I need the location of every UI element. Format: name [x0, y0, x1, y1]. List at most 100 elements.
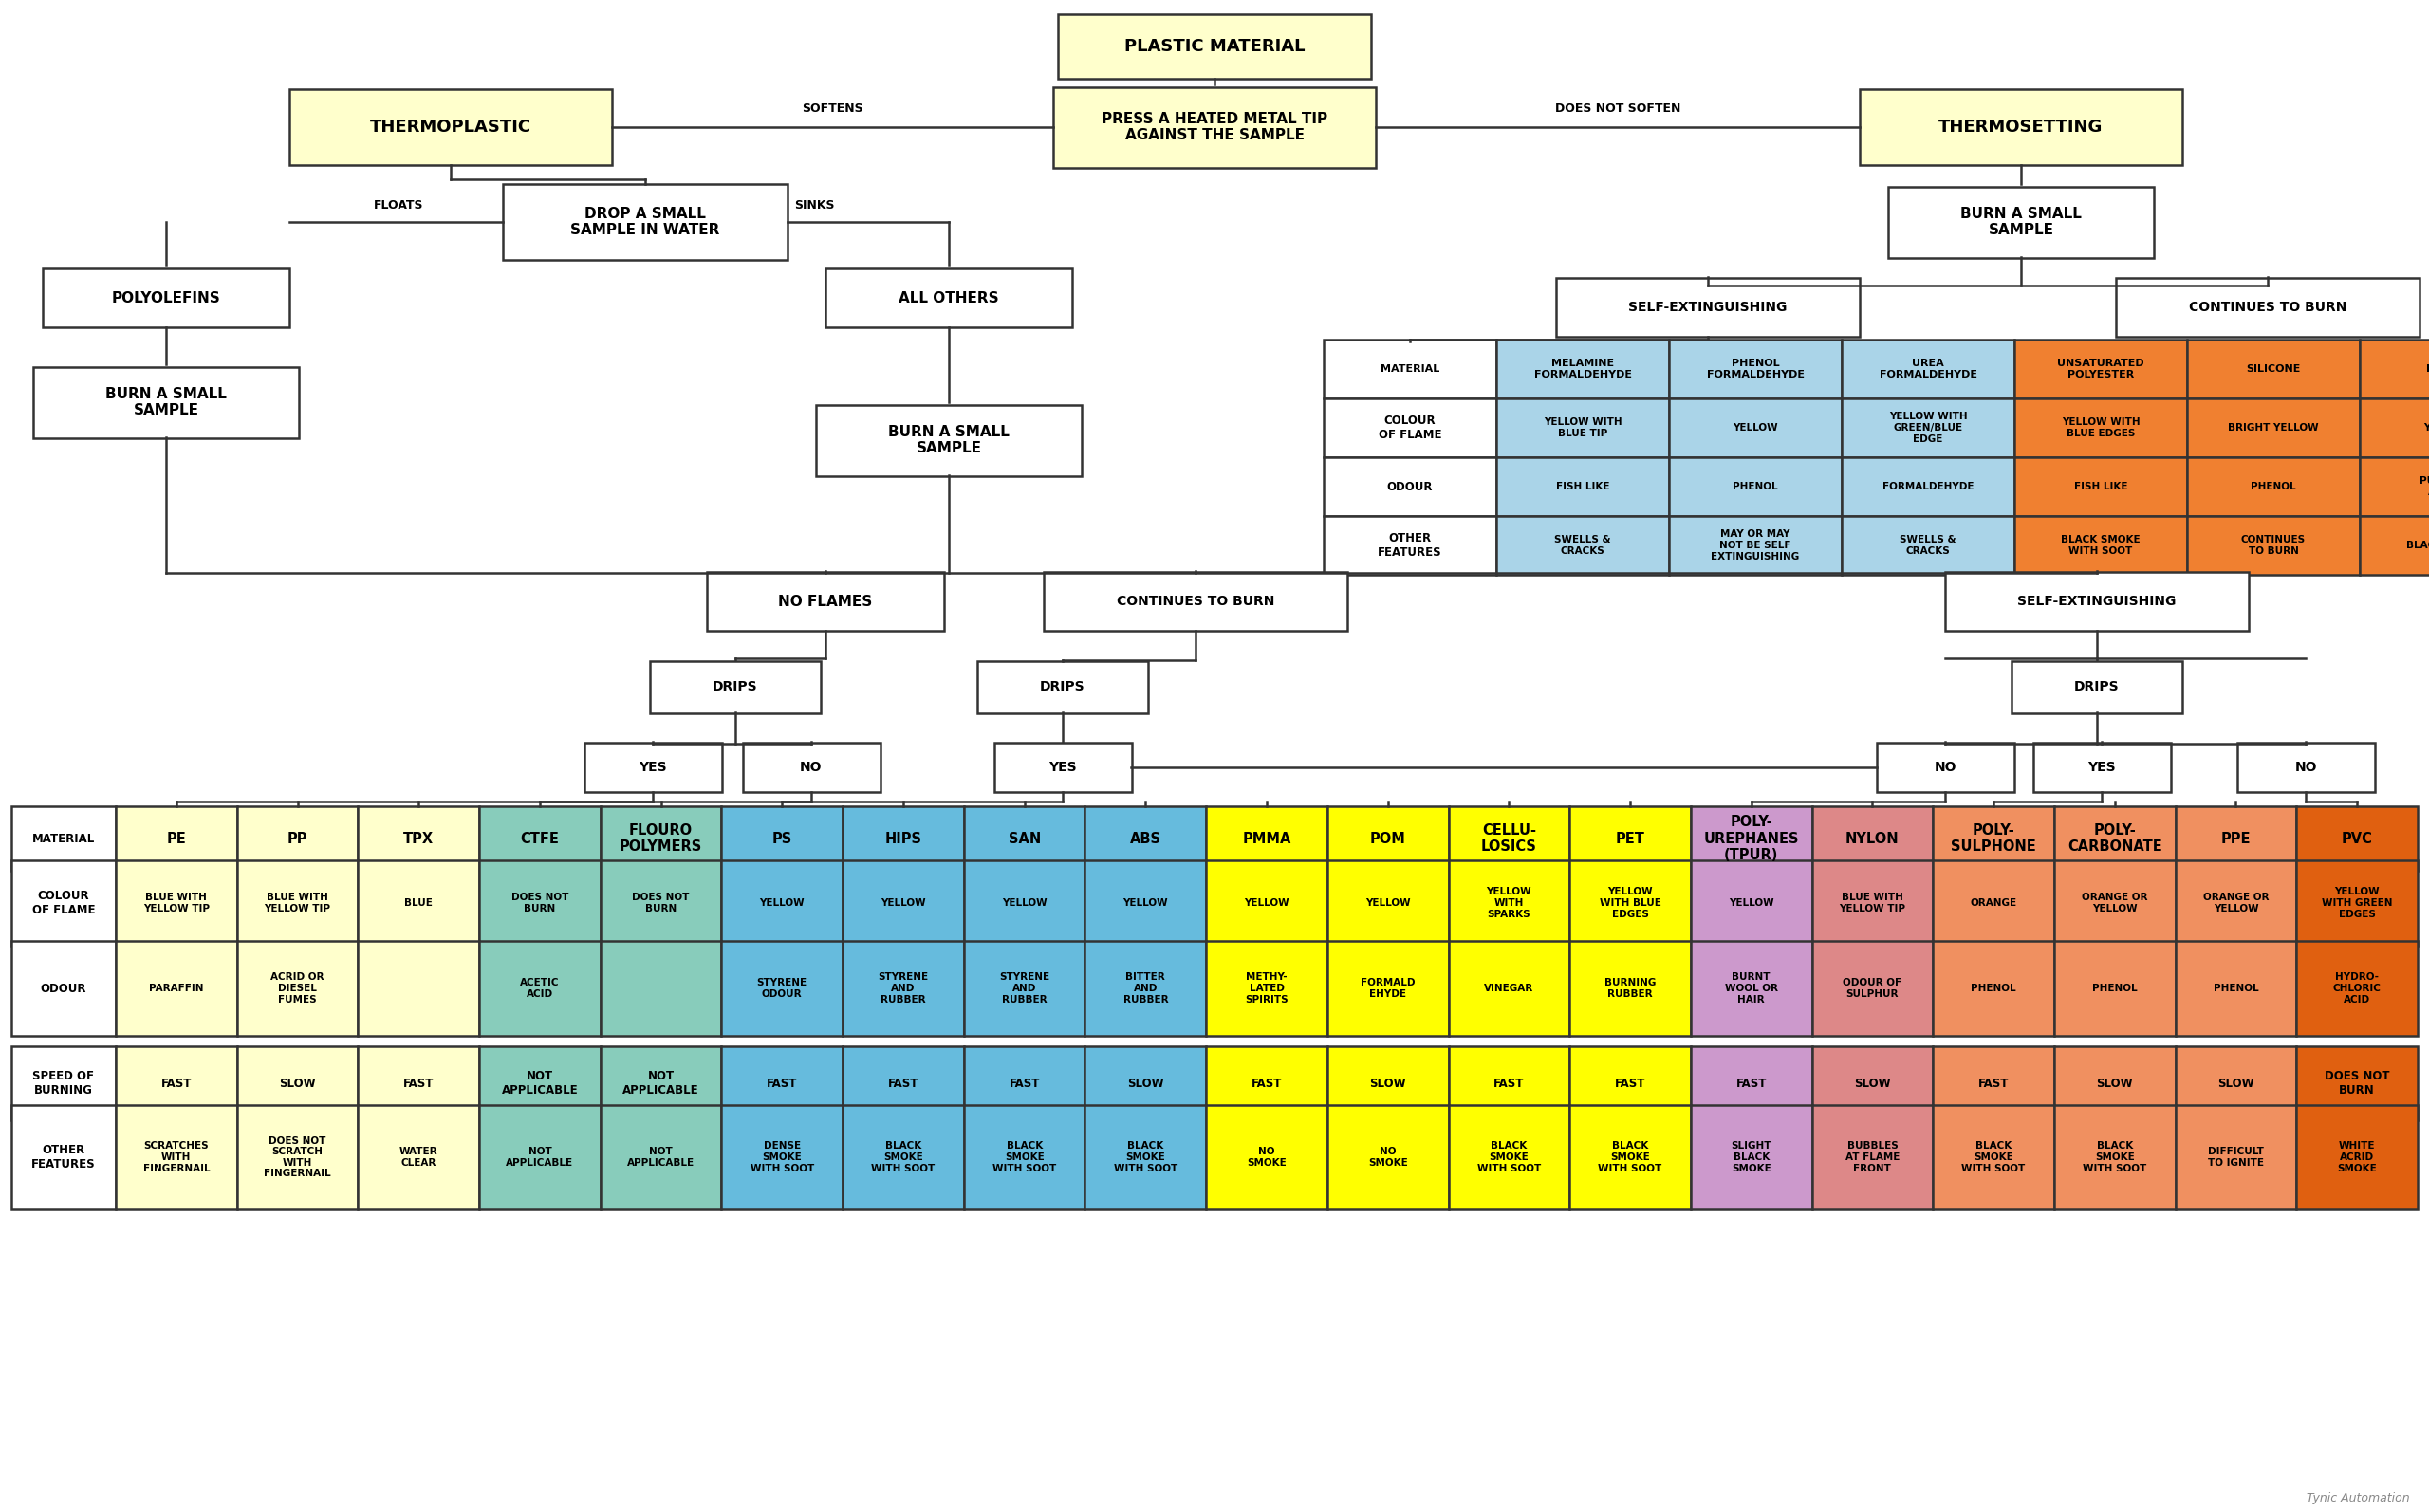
- FancyBboxPatch shape: [2237, 742, 2376, 792]
- Text: POLYOLEFINS: POLYOLEFINS: [112, 290, 221, 305]
- FancyBboxPatch shape: [2011, 661, 2181, 712]
- Text: PS: PS: [772, 832, 792, 845]
- Text: STYRENE
ODOUR: STYRENE ODOUR: [758, 978, 806, 998]
- FancyBboxPatch shape: [2014, 340, 2186, 398]
- Text: YELLOW: YELLOW: [1365, 898, 1411, 907]
- FancyBboxPatch shape: [1933, 860, 2055, 945]
- FancyBboxPatch shape: [1812, 1105, 1933, 1210]
- FancyBboxPatch shape: [2295, 860, 2417, 945]
- FancyBboxPatch shape: [1326, 1046, 1448, 1120]
- FancyBboxPatch shape: [721, 940, 843, 1036]
- FancyBboxPatch shape: [1059, 14, 1370, 79]
- Text: DRIPS: DRIPS: [2074, 680, 2121, 694]
- Text: NO
SMOKE: NO SMOKE: [1246, 1148, 1287, 1167]
- Text: YELLOW: YELLOW: [882, 898, 925, 907]
- FancyBboxPatch shape: [707, 572, 945, 631]
- Text: YELLOW
WITH BLUE
EDGES: YELLOW WITH BLUE EDGES: [1598, 888, 1661, 919]
- Text: FAST: FAST: [889, 1077, 918, 1090]
- FancyBboxPatch shape: [1669, 340, 1841, 398]
- Text: YELLOW: YELLOW: [2424, 423, 2429, 432]
- Text: STYRENE
AND
RUBBER: STYRENE AND RUBBER: [877, 972, 928, 1004]
- Text: PHENOL: PHENOL: [1970, 984, 2016, 993]
- Text: NOT
APPLICABLE: NOT APPLICABLE: [505, 1148, 573, 1167]
- FancyBboxPatch shape: [964, 860, 1086, 945]
- FancyBboxPatch shape: [1812, 860, 1933, 945]
- Text: YELLOW
WITH
SPARKS: YELLOW WITH SPARKS: [1487, 888, 1533, 919]
- Text: HIPS: HIPS: [884, 832, 921, 845]
- Text: BLACK
SMOKE
WITH SOOT: BLACK SMOKE WITH SOOT: [1112, 1142, 1178, 1173]
- FancyBboxPatch shape: [843, 1105, 964, 1210]
- FancyBboxPatch shape: [600, 1046, 721, 1120]
- Text: SLOW: SLOW: [1370, 1077, 1406, 1090]
- Text: POLY-
SULPHONE: POLY- SULPHONE: [1950, 823, 2036, 854]
- Text: BURN A SMALL
SAMPLE: BURN A SMALL SAMPLE: [1960, 207, 2082, 237]
- FancyBboxPatch shape: [34, 366, 299, 438]
- FancyBboxPatch shape: [816, 405, 1081, 476]
- FancyBboxPatch shape: [2295, 1046, 2417, 1120]
- FancyBboxPatch shape: [1448, 1105, 1569, 1210]
- Text: MAY OR MAY
NOT BE SELF
EXTINGUISHING: MAY OR MAY NOT BE SELF EXTINGUISHING: [1710, 529, 1800, 561]
- Text: OTHER
FEATURES: OTHER FEATURES: [1377, 532, 1443, 559]
- Text: BLACK
SMOKE
WITH SOOT: BLACK SMOKE WITH SOOT: [2082, 1142, 2147, 1173]
- Text: ODOUR OF
SULPHUR: ODOUR OF SULPHUR: [1844, 978, 1902, 998]
- Text: SLOW: SLOW: [1127, 1077, 1163, 1090]
- FancyBboxPatch shape: [1669, 457, 1841, 516]
- Text: CONTINUES TO BURN: CONTINUES TO BURN: [2189, 301, 2346, 314]
- FancyBboxPatch shape: [2186, 398, 2359, 457]
- FancyBboxPatch shape: [1933, 940, 2055, 1036]
- FancyBboxPatch shape: [1326, 860, 1448, 945]
- Text: SINKS: SINKS: [794, 198, 833, 212]
- FancyBboxPatch shape: [357, 1046, 479, 1120]
- FancyBboxPatch shape: [1448, 860, 1569, 945]
- Text: DENSE
SMOKE
WITH SOOT: DENSE SMOKE WITH SOOT: [751, 1142, 814, 1173]
- FancyBboxPatch shape: [1691, 1105, 1812, 1210]
- FancyBboxPatch shape: [2176, 1046, 2295, 1120]
- Text: FAST: FAST: [1494, 1077, 1525, 1090]
- Text: BLACK
SMOKE
WITH SOOT: BLACK SMOKE WITH SOOT: [1963, 1142, 2026, 1173]
- Text: SLOW: SLOW: [2218, 1077, 2254, 1090]
- Text: HYDRO-
CHLORIC
ACID: HYDRO- CHLORIC ACID: [2332, 972, 2380, 1004]
- FancyBboxPatch shape: [843, 940, 964, 1036]
- Text: YELLOW: YELLOW: [1122, 898, 1168, 907]
- Text: PHENOL: PHENOL: [2252, 482, 2295, 491]
- FancyBboxPatch shape: [1496, 340, 1669, 398]
- Text: DOES NOT
BURN: DOES NOT BURN: [510, 892, 568, 913]
- FancyBboxPatch shape: [2033, 742, 2172, 792]
- Text: BUBBLES
AT FLAME
FRONT: BUBBLES AT FLAME FRONT: [1846, 1142, 1899, 1173]
- FancyBboxPatch shape: [2295, 1105, 2417, 1210]
- Text: SLOW: SLOW: [2096, 1077, 2133, 1090]
- Text: SLOW: SLOW: [1853, 1077, 1890, 1090]
- Text: FAST: FAST: [403, 1077, 435, 1090]
- FancyBboxPatch shape: [964, 1046, 1086, 1120]
- Text: FAST: FAST: [768, 1077, 797, 1090]
- FancyBboxPatch shape: [964, 806, 1086, 871]
- FancyBboxPatch shape: [2186, 457, 2359, 516]
- FancyBboxPatch shape: [238, 1046, 357, 1120]
- FancyBboxPatch shape: [1207, 1105, 1326, 1210]
- FancyBboxPatch shape: [1841, 457, 2014, 516]
- Text: MELAMINE
FORMALDEHYDE: MELAMINE FORMALDEHYDE: [1533, 358, 1632, 380]
- Text: ODOUR: ODOUR: [1387, 481, 1433, 493]
- FancyBboxPatch shape: [1086, 806, 1207, 871]
- Text: COLOUR
OF FLAME: COLOUR OF FLAME: [32, 889, 95, 916]
- FancyBboxPatch shape: [117, 940, 238, 1036]
- Text: VINEGAR: VINEGAR: [1484, 984, 1533, 993]
- FancyBboxPatch shape: [2176, 860, 2295, 945]
- FancyBboxPatch shape: [2014, 398, 2186, 457]
- FancyBboxPatch shape: [1691, 940, 1812, 1036]
- Text: DROP A SMALL
SAMPLE IN WATER: DROP A SMALL SAMPLE IN WATER: [571, 207, 719, 237]
- Text: NO FLAMES: NO FLAMES: [777, 594, 872, 608]
- FancyBboxPatch shape: [12, 1105, 117, 1210]
- Text: ORANGE: ORANGE: [1970, 898, 2016, 907]
- Text: BURN A SMALL
SAMPLE: BURN A SMALL SAMPLE: [889, 425, 1010, 455]
- FancyBboxPatch shape: [1086, 1105, 1207, 1210]
- FancyBboxPatch shape: [1044, 572, 1348, 631]
- Text: CTFE: CTFE: [520, 832, 559, 845]
- Text: YES: YES: [639, 761, 668, 774]
- FancyBboxPatch shape: [2176, 940, 2295, 1036]
- FancyBboxPatch shape: [600, 1105, 721, 1210]
- FancyBboxPatch shape: [503, 184, 787, 260]
- FancyBboxPatch shape: [1054, 86, 1375, 168]
- Text: SLOW: SLOW: [279, 1077, 316, 1090]
- Text: BITTER
AND
RUBBER: BITTER AND RUBBER: [1122, 972, 1168, 1004]
